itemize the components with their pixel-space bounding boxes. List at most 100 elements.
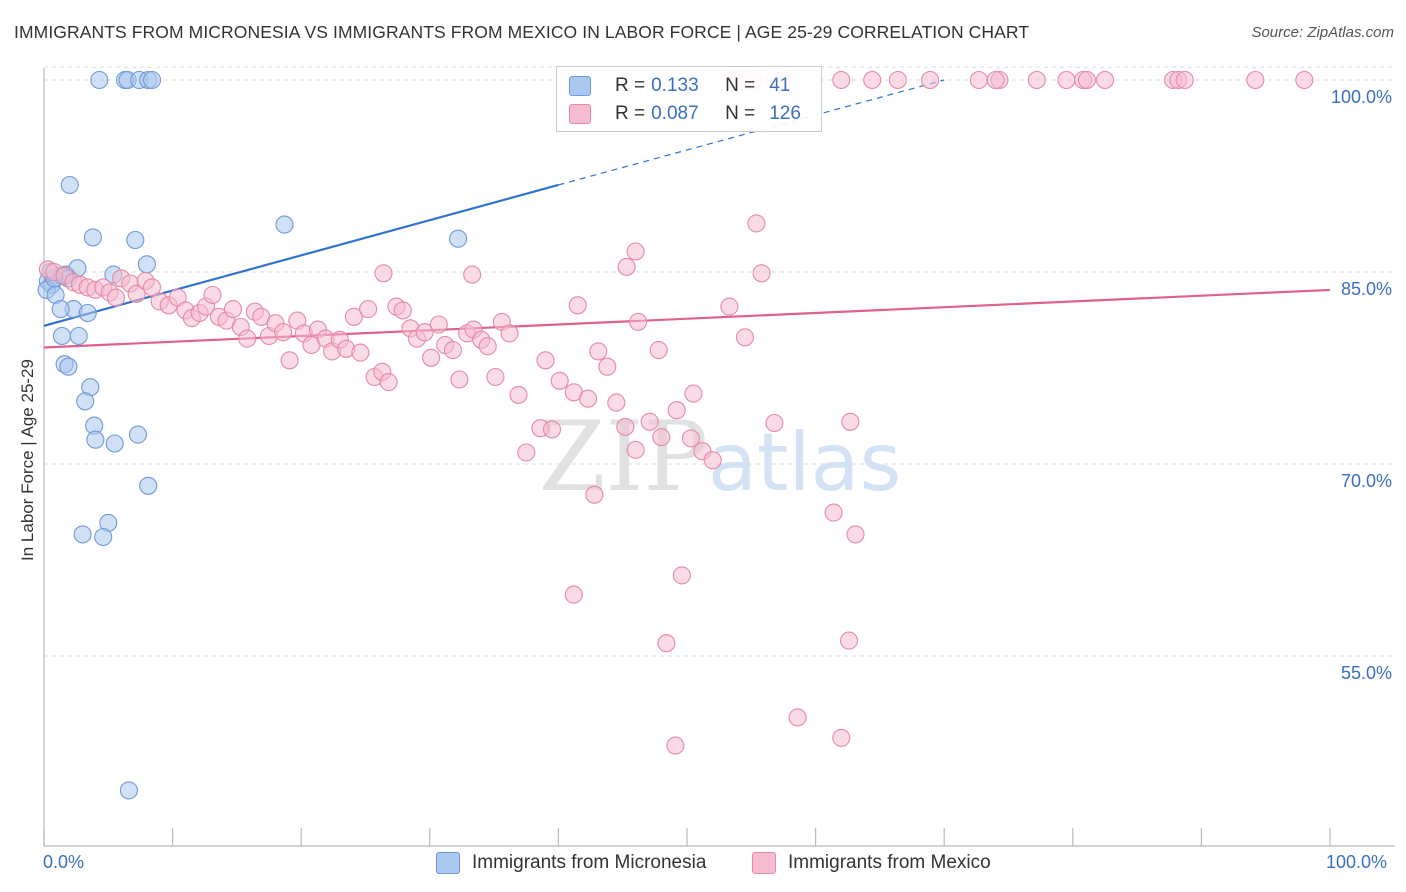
point-micronesia (126, 230, 145, 250)
point-mexico (652, 428, 671, 447)
point-mexico (735, 328, 754, 347)
point-mexico (626, 242, 645, 261)
point-mexico (788, 708, 807, 727)
watermark: ZIPatlas (539, 401, 902, 513)
y-tick-label: 100.0% (1331, 87, 1392, 107)
point-micronesia (142, 70, 162, 90)
point-mexico (106, 288, 126, 307)
point-mexico (578, 389, 598, 408)
point-mexico (415, 323, 434, 342)
watermark-atlas: atlas (708, 416, 901, 509)
point-mexico (720, 297, 739, 316)
point-mexico (450, 370, 469, 389)
chart-title: IMMIGRANTS FROM MICRONESIA VS IMMIGRANTS… (14, 22, 1030, 42)
point-mexico (681, 429, 700, 448)
y-tick-label: 85.0% (1341, 279, 1392, 299)
point-mexico (846, 525, 865, 544)
point-mexico (536, 351, 555, 370)
legend-row-mexico: R = 0.087 N = 126 (569, 101, 801, 127)
point-micronesia (449, 229, 468, 248)
watermark-zip: ZIP (539, 401, 708, 513)
x-tick-label-max: 100.0% (1326, 852, 1388, 872)
point-micronesia (128, 425, 147, 444)
legend-r-label: R = (615, 103, 646, 124)
x-tick-label-min: 0.0% (43, 852, 85, 872)
point-mexico (824, 503, 843, 522)
point-mexico (752, 264, 771, 283)
series-legend: Immigrants from Micronesia Immigrants fr… (0, 852, 1406, 878)
point-mexico (393, 301, 412, 320)
point-mexico (672, 566, 691, 585)
y-tick-label: 70.0% (1341, 471, 1392, 491)
point-mexico (463, 265, 482, 284)
point-mexico (478, 337, 497, 356)
point-mexico (616, 417, 635, 436)
point-mexico (517, 443, 536, 462)
point-mexico (585, 485, 604, 504)
point-mexico (344, 307, 363, 326)
point-mexico (542, 420, 562, 439)
point-mexico (703, 451, 722, 470)
legend-n-value: 126 (769, 103, 801, 124)
point-mexico (1246, 70, 1265, 90)
point-mexico (379, 373, 398, 392)
point-micronesia (78, 303, 97, 323)
trend-line-mexico (43, 288, 1331, 349)
series-swatch-mexico (752, 852, 776, 874)
point-micronesia (60, 175, 79, 195)
point-micronesia (83, 228, 102, 247)
point-mexico (223, 300, 243, 319)
point-micronesia (86, 430, 105, 449)
point-mexico (568, 296, 587, 315)
point-mexico (564, 585, 583, 604)
points-mexico (38, 70, 1314, 755)
trend-lines-micronesia (43, 79, 945, 327)
point-mexico (429, 315, 448, 334)
y-tick-label: 55.0% (1341, 663, 1392, 683)
point-mexico (351, 343, 370, 362)
series-legend-label: Immigrants from Mexico (788, 852, 991, 873)
trend-line-micronesia-extension (558, 79, 945, 186)
point-micronesia (275, 215, 294, 234)
point-micronesia (76, 392, 95, 411)
point-mexico (486, 367, 505, 387)
point-mexico (359, 300, 378, 319)
point-mexico (443, 341, 462, 360)
points-micronesia (37, 70, 468, 800)
point-micronesia (137, 255, 156, 274)
series-legend-mexico: Immigrants from Mexico (752, 852, 991, 874)
point-micronesia (105, 434, 124, 453)
legend-n-label: N = (725, 103, 756, 124)
legend-row-micronesia: R = 0.133 N = 41 (569, 73, 790, 99)
axes (43, 68, 1395, 847)
correlation-legend: R = 0.133 N = 41 R = 0.087 N = 126 (556, 66, 822, 132)
point-mexico (1057, 70, 1076, 90)
point-micronesia (69, 326, 88, 346)
legend-r-value: 0.087 (651, 103, 699, 124)
series-swatch-micronesia (436, 852, 460, 874)
point-mexico (921, 70, 940, 90)
point-mexico (1295, 70, 1314, 90)
series-legend-label: Immigrants from Micronesia (472, 852, 707, 873)
point-mexico (888, 70, 907, 90)
point-mexico (280, 351, 299, 370)
point-mexico (607, 393, 626, 412)
point-mexico (747, 214, 766, 233)
point-mexico (1077, 70, 1096, 90)
source-credit: Source: ZipAtlas.com (1251, 24, 1394, 41)
series-legend-micronesia: Immigrants from Micronesia (436, 852, 706, 874)
point-mexico (863, 70, 882, 90)
point-mexico (839, 631, 859, 650)
point-mexico (765, 413, 784, 433)
point-mexico (657, 634, 676, 653)
point-mexico (969, 70, 988, 90)
point-mexico (500, 324, 519, 343)
trend-line-micronesia (43, 183, 559, 327)
point-micronesia (59, 357, 78, 376)
legend-r-value: 0.133 (651, 75, 699, 96)
legend-swatch-mexico (569, 104, 591, 124)
point-mexico (667, 401, 686, 420)
point-micronesia (119, 781, 138, 800)
point-mexico (684, 384, 703, 403)
